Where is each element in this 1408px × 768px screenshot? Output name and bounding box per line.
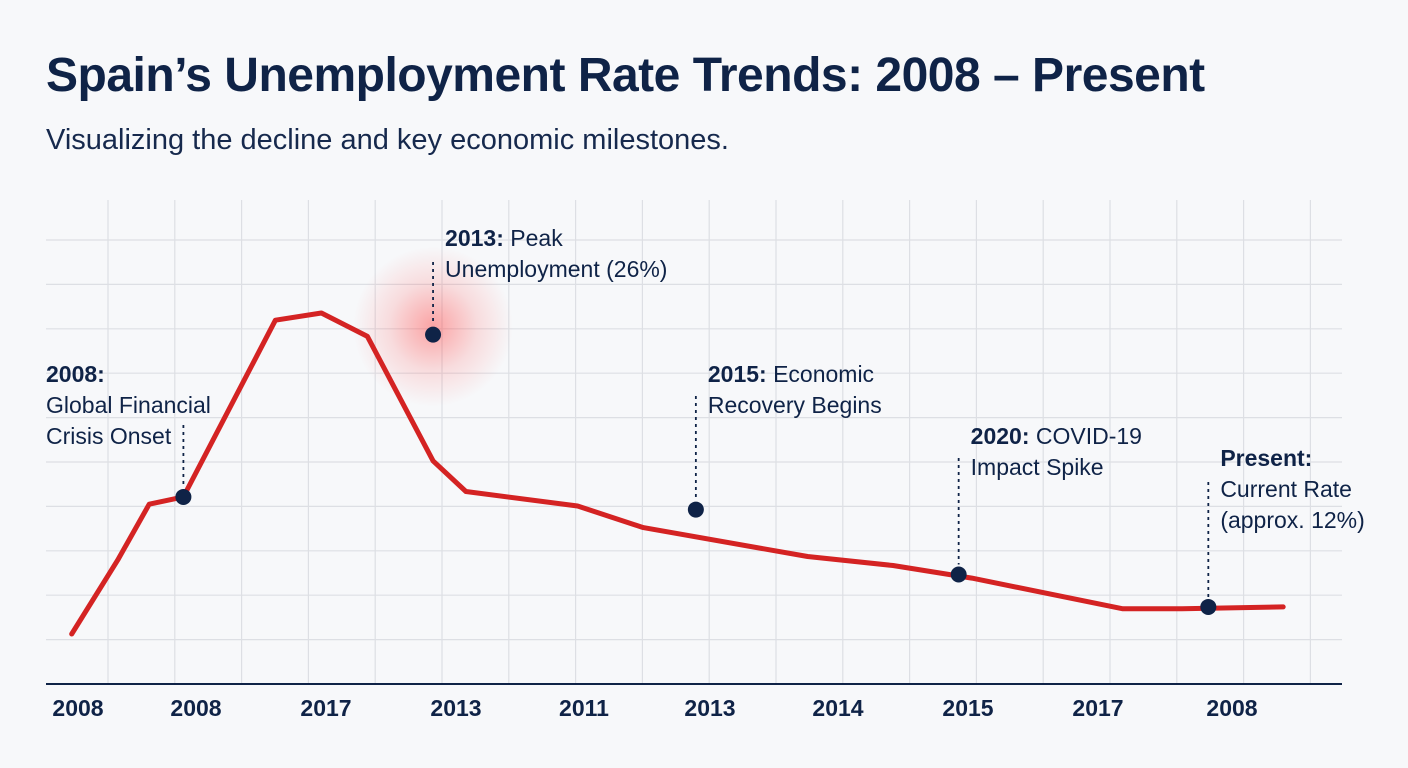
annotation-label-bold: 2020: <box>971 423 1030 449</box>
annotation-marker <box>1200 598 1217 615</box>
chart-subtitle: Visualizing the decline and key economic… <box>46 124 729 156</box>
annotation-label-first-line: 2013: Peak <box>445 225 563 251</box>
series-layer <box>69 310 1286 637</box>
x-tick-label: 2008 <box>52 695 103 721</box>
series-line <box>69 310 1286 637</box>
annotation-label-text: COVID-19 <box>1029 423 1141 449</box>
annotation-label-bold: 2015: <box>708 361 767 387</box>
x-tick-label: 2015 <box>942 695 993 721</box>
annotation-labels: 2008: Global Financial Crisis Onset 2013: P… <box>46 225 1365 533</box>
x-tick-label: 2013 <box>684 695 735 721</box>
x-tick-label: 2013 <box>430 695 481 721</box>
annotation-label-text: Peak <box>504 225 563 251</box>
x-tick-label: 2017 <box>1072 695 1123 721</box>
annotation-leaders <box>182 262 1210 597</box>
x-tick-label: 2008 <box>1206 695 1257 721</box>
annotation-label-line: Global Financial <box>46 392 211 418</box>
x-tick-label: 2017 <box>300 695 351 721</box>
annotation-label-line: (approx. 12%) <box>1220 507 1364 533</box>
annotation-label-line: Crisis Onset <box>46 423 172 449</box>
annotation-label-bold: 2008: <box>46 361 105 387</box>
annotation-label-line: Unemployment (26%) <box>445 256 667 282</box>
annotation-label-line: Current Rate <box>1220 476 1352 502</box>
annotation-marker <box>175 488 192 505</box>
annotation-label-bold: Present: <box>1220 445 1312 471</box>
annotation-label-line: Impact Spike <box>971 454 1104 480</box>
annotation-marker <box>687 501 704 518</box>
annotation-label-first-line: 2015: Economic <box>708 361 874 387</box>
grid <box>46 200 1342 684</box>
annotation-marker <box>425 326 442 343</box>
chart-title: Spain’s Unemployment Rate Trends: 2008 –… <box>46 49 1205 102</box>
annotation-label-bold: 2013: <box>445 225 504 251</box>
annotation-label-text: Economic <box>767 361 874 387</box>
annotation-label-line: Recovery Begins <box>708 392 882 418</box>
annotation-marker <box>950 566 967 583</box>
x-tick-labels: 2008 2008 2017 2013 2011 2013 2014 2015 2017 2008 <box>52 695 1257 721</box>
annotation-label-first-line: Present: <box>1220 445 1312 471</box>
x-tick-label: 2011 <box>559 695 609 721</box>
annotation-label-first-line: 2020: COVID-19 <box>971 423 1142 449</box>
x-tick-label: 2008 <box>170 695 221 721</box>
x-tick-label: 2014 <box>812 695 863 721</box>
annotation-markers <box>175 326 1217 615</box>
